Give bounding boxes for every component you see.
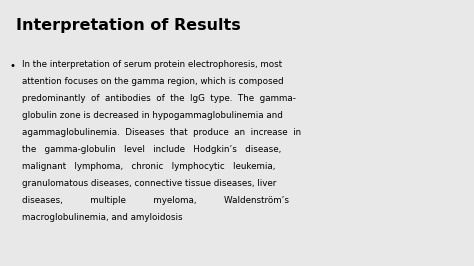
Text: attention focuses on the gamma region, which is composed: attention focuses on the gamma region, w… xyxy=(22,77,283,86)
Text: Interpretation of Results: Interpretation of Results xyxy=(16,18,241,33)
Text: diseases,          multiple          myeloma,          Waldenström’s: diseases, multiple myeloma, Waldenström’… xyxy=(22,196,289,205)
Text: predominantly  of  antibodies  of  the  IgG  type.  The  gamma-: predominantly of antibodies of the IgG t… xyxy=(22,94,296,103)
Text: globulin zone is decreased in hypogammaglobulinemia and: globulin zone is decreased in hypogammag… xyxy=(22,111,283,120)
Text: macroglobulinemia, and amyloidosis: macroglobulinemia, and amyloidosis xyxy=(22,213,182,222)
Text: malignant   lymphoma,   chronic   lymphocytic   leukemia,: malignant lymphoma, chronic lymphocytic … xyxy=(22,162,275,171)
Text: the   gamma-globulin   level   include   Hodgkin’s   disease,: the gamma-globulin level include Hodgkin… xyxy=(22,145,281,154)
Text: granulomatous diseases, connective tissue diseases, liver: granulomatous diseases, connective tissu… xyxy=(22,179,276,188)
Text: agammaglobulinemia.  Diseases  that  produce  an  increase  in: agammaglobulinemia. Diseases that produc… xyxy=(22,128,301,137)
Text: In the interpretation of serum protein electrophoresis, most: In the interpretation of serum protein e… xyxy=(22,60,282,69)
Text: •: • xyxy=(10,61,16,71)
